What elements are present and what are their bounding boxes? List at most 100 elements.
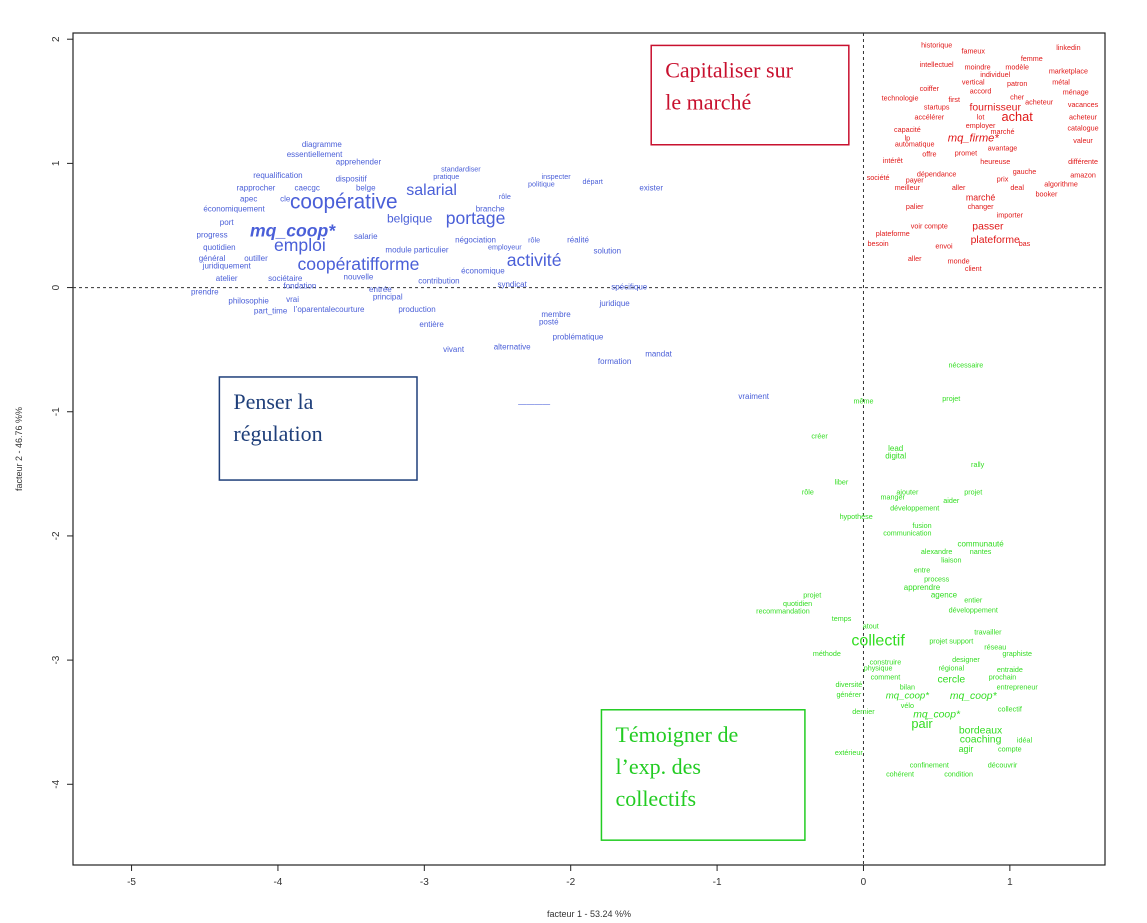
- word-point: mq_firme*: [948, 133, 1000, 145]
- word-point: fusion: [912, 521, 931, 530]
- word-point: dépendance: [917, 169, 957, 178]
- word-point: cercle: [937, 675, 965, 686]
- word-point: quotidien: [783, 599, 812, 608]
- word-point: physique: [864, 664, 893, 673]
- y-tick-label: -1: [51, 407, 62, 416]
- word-point: plateforme: [971, 235, 1020, 246]
- word-point: régional: [939, 664, 965, 673]
- word-point: vivant: [443, 345, 465, 354]
- word-point: linkedin: [1056, 43, 1080, 52]
- word-point: marché: [991, 127, 1015, 136]
- word-point: outiller: [244, 254, 268, 263]
- word-point: sociétaire: [268, 274, 303, 283]
- word-point: process: [924, 574, 950, 583]
- word-point: passer: [972, 221, 1004, 232]
- word-point: coopératifforme: [297, 254, 419, 274]
- word-point: réalité: [567, 235, 589, 244]
- word-point: lot: [977, 112, 985, 121]
- word-point: fameux: [961, 47, 985, 56]
- word-point: entre: [914, 566, 930, 575]
- annotation-box: [218, 376, 418, 481]
- word-point: entier: [964, 595, 983, 604]
- word-point: projet support: [929, 636, 973, 645]
- word-point: coiffer: [920, 84, 940, 93]
- word-point: ajouter: [896, 487, 919, 496]
- word-point: aller: [908, 254, 922, 263]
- word-point: acheteur: [1069, 112, 1098, 121]
- word-point: pratique: [433, 172, 459, 181]
- word-point: problématique: [553, 332, 604, 341]
- reference-lines: [73, 33, 1105, 865]
- word-point: first: [948, 95, 960, 104]
- word-point: nantes: [970, 547, 992, 556]
- word-point: prix: [997, 174, 1009, 183]
- word-point: booker: [1035, 189, 1058, 198]
- word-point: communication: [883, 528, 931, 537]
- word-point: nécessaire: [949, 361, 984, 370]
- word-point: patron: [1007, 79, 1027, 88]
- word-point: promet: [955, 148, 977, 157]
- word-point: accord: [970, 86, 992, 95]
- y-tick-label: 0: [51, 284, 62, 290]
- word-point: syndicat: [497, 280, 527, 289]
- word-point: atout: [863, 621, 879, 630]
- word-point: mq_coop*: [250, 220, 336, 240]
- word-point: individuel: [980, 70, 1010, 79]
- word-point: recommandation: [756, 607, 810, 616]
- word-point: cher: [1010, 92, 1025, 101]
- annotation-box-text: collectifs: [615, 786, 696, 811]
- word-point: agence: [931, 591, 958, 600]
- word-point: voir compte: [911, 222, 948, 231]
- word-point: payer: [906, 176, 925, 185]
- word-point: quotidien: [203, 243, 235, 252]
- y-tick-label: -4: [51, 779, 62, 788]
- word-point: ménage: [1063, 88, 1089, 97]
- x-tick-label: -2: [566, 877, 575, 888]
- word-point: extérieur: [835, 748, 864, 757]
- word-point: l’oparentalecourture: [294, 305, 365, 314]
- word-point: comment: [871, 672, 901, 681]
- word-point: projet: [803, 590, 821, 599]
- word-point: créer: [811, 431, 828, 440]
- word-point: vélo: [901, 701, 914, 710]
- word-point: temps: [832, 614, 852, 623]
- word-point: modèle: [1005, 63, 1029, 72]
- word-point: politique: [528, 179, 555, 188]
- word-point: mq_coop*: [913, 709, 961, 720]
- word-point: historique: [921, 40, 952, 49]
- word-point: apprehender: [336, 157, 382, 166]
- word-point: collectif: [998, 705, 1022, 714]
- x-tick-label: 1: [1007, 877, 1013, 888]
- word-point: inspecter: [541, 172, 571, 181]
- word-point: cle: [280, 195, 291, 204]
- word-point: bordeaux: [959, 726, 1003, 737]
- word-point: besoin: [868, 239, 889, 248]
- word-point: alternative: [494, 342, 531, 351]
- axes-layer: -5 -4 -3 -2 -1 0 1 -4 -3 -2 -1 0 1 2: [51, 36, 1013, 888]
- word-point: même: [853, 397, 873, 406]
- word-point: part_time: [254, 306, 288, 315]
- word-point: contribution: [418, 276, 459, 285]
- word-point: aider: [943, 496, 960, 505]
- word-point: amazon: [1070, 171, 1096, 180]
- word-point: philosophie: [228, 296, 269, 305]
- word-point: générer: [836, 690, 861, 699]
- word-point: société: [867, 173, 890, 182]
- word-point: catalogue: [1067, 124, 1098, 133]
- word-point: marché: [966, 192, 995, 202]
- word-point: startups: [924, 102, 950, 111]
- word-point: digital: [885, 452, 906, 461]
- word-point: apprendre: [904, 583, 941, 592]
- word-point: projet: [964, 487, 982, 496]
- word-point: aller: [952, 183, 966, 192]
- word-point: hypothèse: [840, 512, 873, 521]
- word-point: membre: [541, 310, 571, 319]
- word-point: portage: [446, 208, 506, 228]
- annotation-box: [650, 44, 850, 146]
- x-tick-label: -3: [420, 877, 429, 888]
- word-point: belge: [356, 183, 376, 192]
- word-point: lead: [888, 444, 903, 453]
- word-point: heureuse: [980, 157, 1010, 166]
- word-point: vacances: [1068, 100, 1099, 109]
